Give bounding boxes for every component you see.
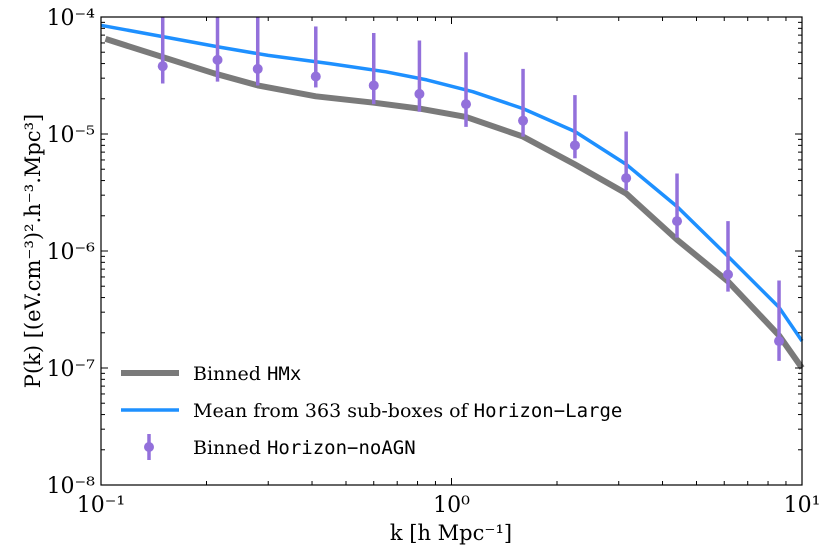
y-tick-label: 10⁻⁶ bbox=[47, 240, 96, 265]
data-point bbox=[518, 115, 529, 126]
data-point bbox=[774, 336, 785, 347]
data-point bbox=[723, 269, 734, 280]
data-point bbox=[414, 88, 425, 99]
data-point bbox=[621, 173, 632, 184]
x-axis-label: k [h Mpc⁻¹] bbox=[390, 521, 512, 545]
data-point bbox=[368, 80, 379, 91]
y-tick-label: 10⁻⁷ bbox=[47, 357, 96, 382]
y-tick-label: 10⁻⁴ bbox=[47, 6, 96, 31]
data-point bbox=[461, 99, 472, 110]
legend-swatch-noagn-marker bbox=[144, 442, 154, 452]
data-point bbox=[212, 54, 223, 65]
legend: Binned HMx Mean from 363 sub-boxes of Ho… bbox=[121, 363, 622, 460]
errorbar-layer bbox=[157, 17, 785, 361]
series-lines-layer bbox=[100, 23, 805, 370]
data-point bbox=[310, 71, 321, 82]
data-point bbox=[569, 140, 580, 151]
legend-label-noagn: Binned Horizon−noAGN bbox=[193, 437, 416, 459]
x-tick-label: 10⁰ bbox=[433, 493, 470, 518]
legend-label-hmx: Binned HMx bbox=[193, 363, 301, 385]
legend-label-horizon-large: Mean from 363 sub-boxes of Horizon−Large bbox=[193, 400, 622, 422]
tick-labels-layer: 10⁻¹ 10⁰ 10¹ 10⁻⁸ 10⁻⁷ 10⁻⁶ 10⁻⁵ 10⁻⁴ bbox=[47, 6, 821, 518]
y-axis-label: P(k) [(eV.cm⁻³)².h⁻³.Mpc³] bbox=[21, 114, 45, 388]
x-tick-label: 10¹ bbox=[784, 493, 821, 518]
series-line-1 bbox=[100, 23, 804, 342]
y-tick-label: 10⁻⁵ bbox=[47, 123, 95, 148]
y-tick-label: 10⁻⁸ bbox=[47, 474, 96, 499]
data-point bbox=[672, 216, 683, 227]
axis-ticks-layer bbox=[100, 16, 803, 486]
data-point bbox=[252, 63, 263, 74]
data-point bbox=[157, 61, 168, 72]
series-line-0 bbox=[104, 36, 805, 370]
x-tick-label: 10⁻¹ bbox=[77, 493, 125, 518]
